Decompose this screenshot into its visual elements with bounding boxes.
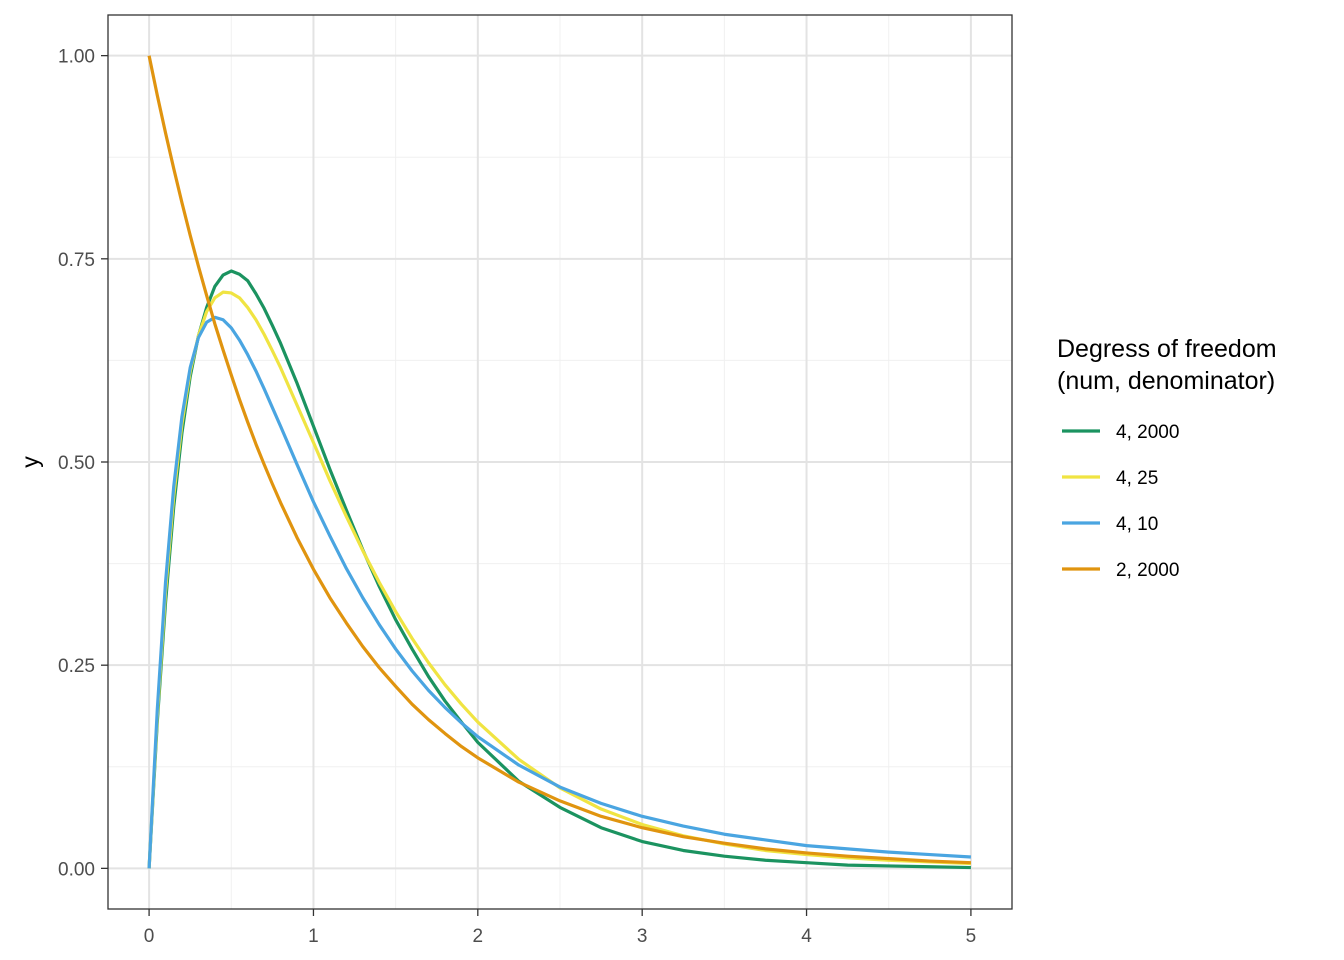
x-tick-label: 5 xyxy=(966,926,977,947)
y-tick-label: 0.50 xyxy=(58,453,95,474)
legend-items: 4, 2000 4, 25 4, 10 2, 2000 xyxy=(1062,422,1179,581)
legend-label: 2, 2000 xyxy=(1116,560,1179,581)
legend-label: 4, 2000 xyxy=(1116,422,1179,443)
series-line xyxy=(147,55,971,865)
y-tick-label: 0.75 xyxy=(58,250,95,271)
x-tick-labels: 0 1 2 3 4 5 xyxy=(144,926,976,947)
y-tick-label: 1.00 xyxy=(58,47,95,68)
legend-label: 4, 25 xyxy=(1116,468,1158,489)
axis-ticks xyxy=(101,54,972,916)
x-tick-label: 2 xyxy=(473,926,484,947)
x-tick-label: 3 xyxy=(637,926,648,947)
x-tick-label: 1 xyxy=(308,926,319,947)
series-lines xyxy=(147,55,972,870)
legend-label: 4, 10 xyxy=(1116,514,1158,535)
grid-major xyxy=(108,15,1012,909)
x-tick-label: 4 xyxy=(801,926,812,947)
legend: Degress of freedom (num, denominator) 4,… xyxy=(1057,335,1277,581)
y-tick-label: 0.00 xyxy=(58,859,95,880)
y-tick-labels: 0.00 0.25 0.50 0.75 1.00 xyxy=(58,47,95,881)
x-tick-label: 0 xyxy=(144,926,155,947)
y-axis-title: y xyxy=(17,456,43,468)
legend-title-line2: (num, denominator) xyxy=(1057,367,1275,395)
y-tick-label: 0.25 xyxy=(58,656,95,677)
legend-title-line1: Degress of freedom xyxy=(1057,335,1277,363)
series-line xyxy=(147,315,972,869)
